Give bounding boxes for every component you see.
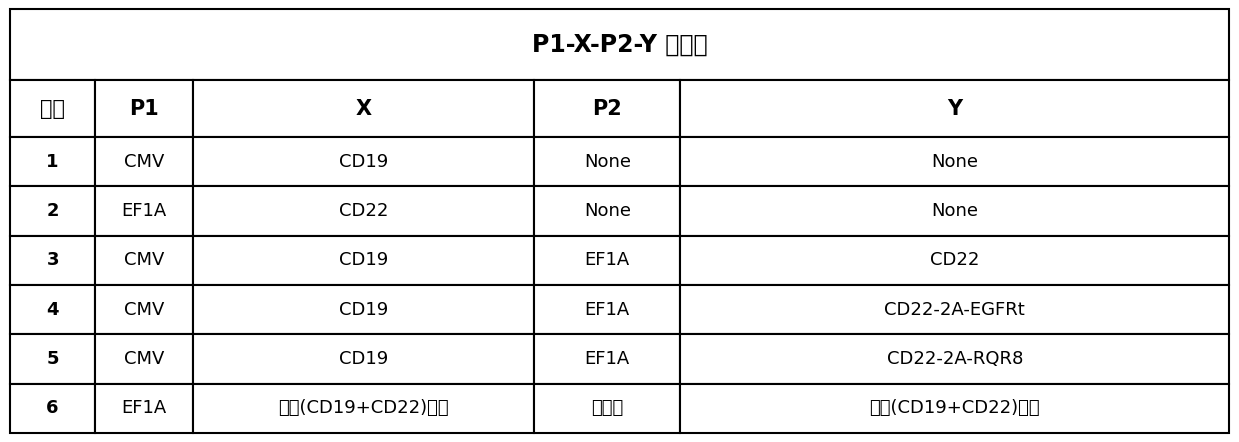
Bar xyxy=(193,236,534,285)
Bar xyxy=(680,236,1229,285)
Text: 6: 6 xyxy=(46,400,58,418)
Text: 部分(CD19+CD22)组合: 部分(CD19+CD22)组合 xyxy=(870,400,1040,418)
Bar xyxy=(193,285,534,335)
Text: X: X xyxy=(356,99,372,119)
Text: 1: 1 xyxy=(46,153,58,171)
Bar xyxy=(680,384,1229,433)
Bar xyxy=(10,80,95,137)
Text: EF1A: EF1A xyxy=(585,251,629,270)
Text: CD22-2A-RQR8: CD22-2A-RQR8 xyxy=(887,350,1023,368)
Bar xyxy=(10,236,95,285)
Bar xyxy=(10,384,95,433)
Bar xyxy=(193,384,534,433)
Text: None: None xyxy=(932,153,979,171)
Bar xyxy=(10,285,95,335)
Text: P1: P1 xyxy=(129,99,159,119)
Bar xyxy=(95,236,193,285)
Text: CD22: CD22 xyxy=(338,202,388,220)
Bar xyxy=(95,335,193,384)
Text: CD19: CD19 xyxy=(338,350,388,368)
Bar xyxy=(680,137,1229,187)
Bar xyxy=(680,187,1229,236)
Bar xyxy=(534,236,680,285)
Bar xyxy=(534,80,680,137)
Bar xyxy=(10,187,95,236)
Bar xyxy=(534,285,680,335)
Text: EF1A: EF1A xyxy=(121,202,167,220)
Bar xyxy=(193,80,534,137)
Text: 5: 5 xyxy=(46,350,58,368)
Text: CMV: CMV xyxy=(124,301,165,319)
Text: CMV: CMV xyxy=(124,251,165,270)
Text: CD19: CD19 xyxy=(338,251,388,270)
Bar xyxy=(680,285,1229,335)
Bar xyxy=(193,187,534,236)
Bar xyxy=(193,137,534,187)
Bar xyxy=(534,137,680,187)
Text: 3: 3 xyxy=(46,251,58,270)
Text: CMV: CMV xyxy=(124,153,165,171)
Bar xyxy=(95,187,193,236)
Text: CD19: CD19 xyxy=(338,301,388,319)
Bar xyxy=(534,384,680,433)
Text: None: None xyxy=(584,153,631,171)
Text: Y: Y xyxy=(947,99,963,119)
Text: 编号: 编号 xyxy=(40,99,66,119)
Text: 4: 4 xyxy=(46,301,58,319)
Bar xyxy=(680,335,1229,384)
Bar xyxy=(95,137,193,187)
Bar xyxy=(193,335,534,384)
Bar xyxy=(95,285,193,335)
Text: CD19: CD19 xyxy=(338,153,388,171)
Text: P2: P2 xyxy=(592,99,622,119)
Text: CD22-2A-EGFRt: CD22-2A-EGFRt xyxy=(885,301,1025,319)
Text: EF1A: EF1A xyxy=(585,301,629,319)
Text: P1-X-P2-Y 构建物: P1-X-P2-Y 构建物 xyxy=(532,33,707,57)
Text: 2: 2 xyxy=(46,202,58,220)
Text: EF1A: EF1A xyxy=(585,350,629,368)
Text: CMV: CMV xyxy=(124,350,165,368)
Bar xyxy=(680,80,1229,137)
Bar xyxy=(10,9,1229,80)
Bar xyxy=(10,137,95,187)
Text: 部分(CD19+CD22)组合: 部分(CD19+CD22)组合 xyxy=(279,400,449,418)
Text: None: None xyxy=(932,202,979,220)
Bar xyxy=(95,80,193,137)
Bar xyxy=(534,335,680,384)
Text: None: None xyxy=(584,202,631,220)
Text: 联接肽: 联接肽 xyxy=(591,400,623,418)
Bar xyxy=(95,384,193,433)
Text: EF1A: EF1A xyxy=(121,400,167,418)
Bar xyxy=(10,335,95,384)
Bar xyxy=(534,187,680,236)
Text: CD22: CD22 xyxy=(930,251,980,270)
